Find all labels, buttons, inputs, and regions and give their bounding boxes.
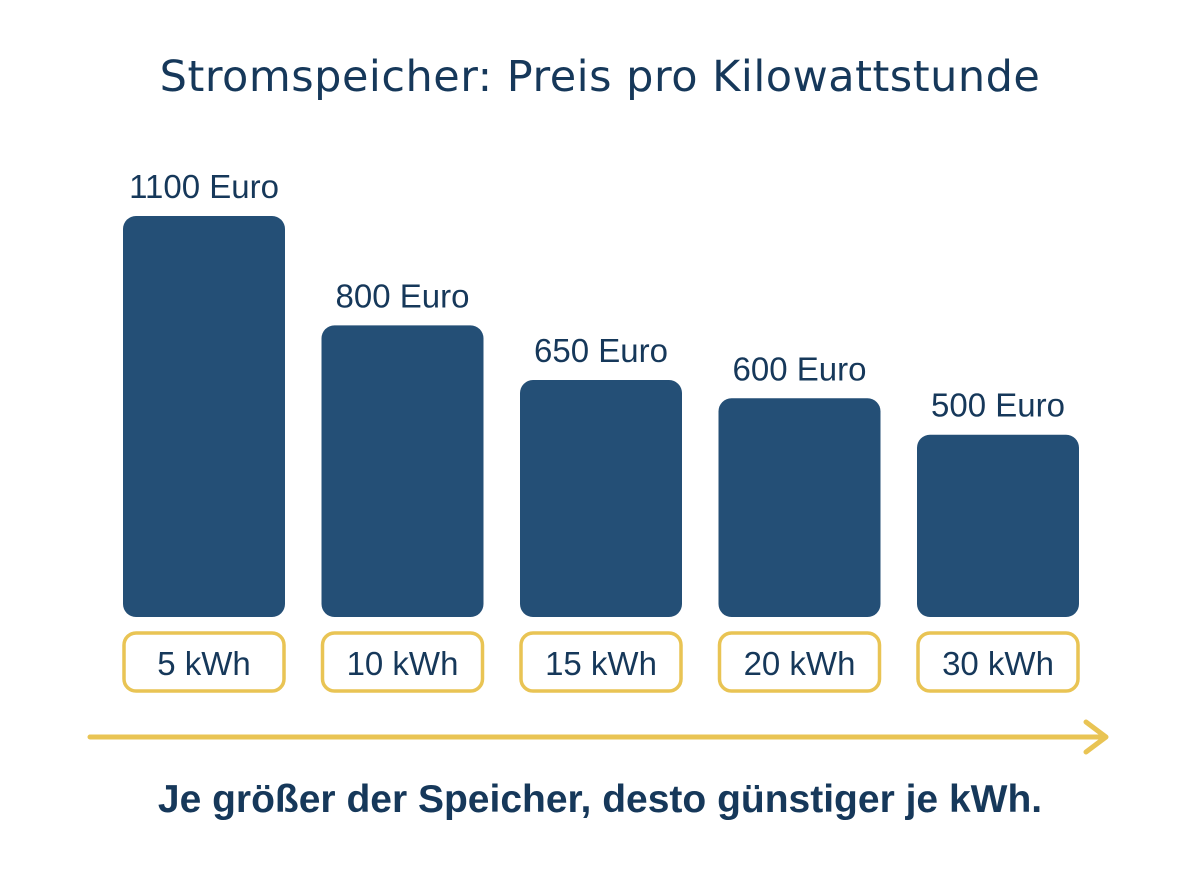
bar-2 [520,380,682,617]
value-label-1: 800 Euro [336,277,470,314]
bar-1 [321,325,484,617]
category-label-3: 20 kWh [744,645,856,682]
bar-0 [123,216,285,617]
category-label-0: 5 kWh [157,645,251,682]
category-box-3 [717,631,882,693]
category-label-4: 30 kWh [942,645,1054,682]
chart-title: Stromspeicher: Preis pro Kilowattstunde [159,52,1041,102]
category-box-4 [916,631,1080,693]
bar-4 [917,434,1079,617]
chart-annotation: Je größer der Speicher, desto günstiger … [157,778,1043,821]
category-box-0 [122,631,286,693]
value-label-0: 1100 Euro [129,168,279,205]
value-label-3: 600 Euro [733,350,867,387]
arrow-head-icon [1083,719,1109,755]
category-label-2: 15 kWh [545,645,657,682]
value-label-4: 500 Euro [931,387,1065,424]
bars-layer: 1100 Euro 5 kWh 800 Euro 10 kWh 650 Euro 15 k… [122,168,1080,693]
category-box-1 [320,631,485,693]
size-arrow [87,719,1109,755]
category-label-1: 10 kWh [347,645,459,682]
value-label-2: 650 Euro [534,332,668,369]
bar-3 [718,398,881,617]
category-box-2 [519,631,683,693]
